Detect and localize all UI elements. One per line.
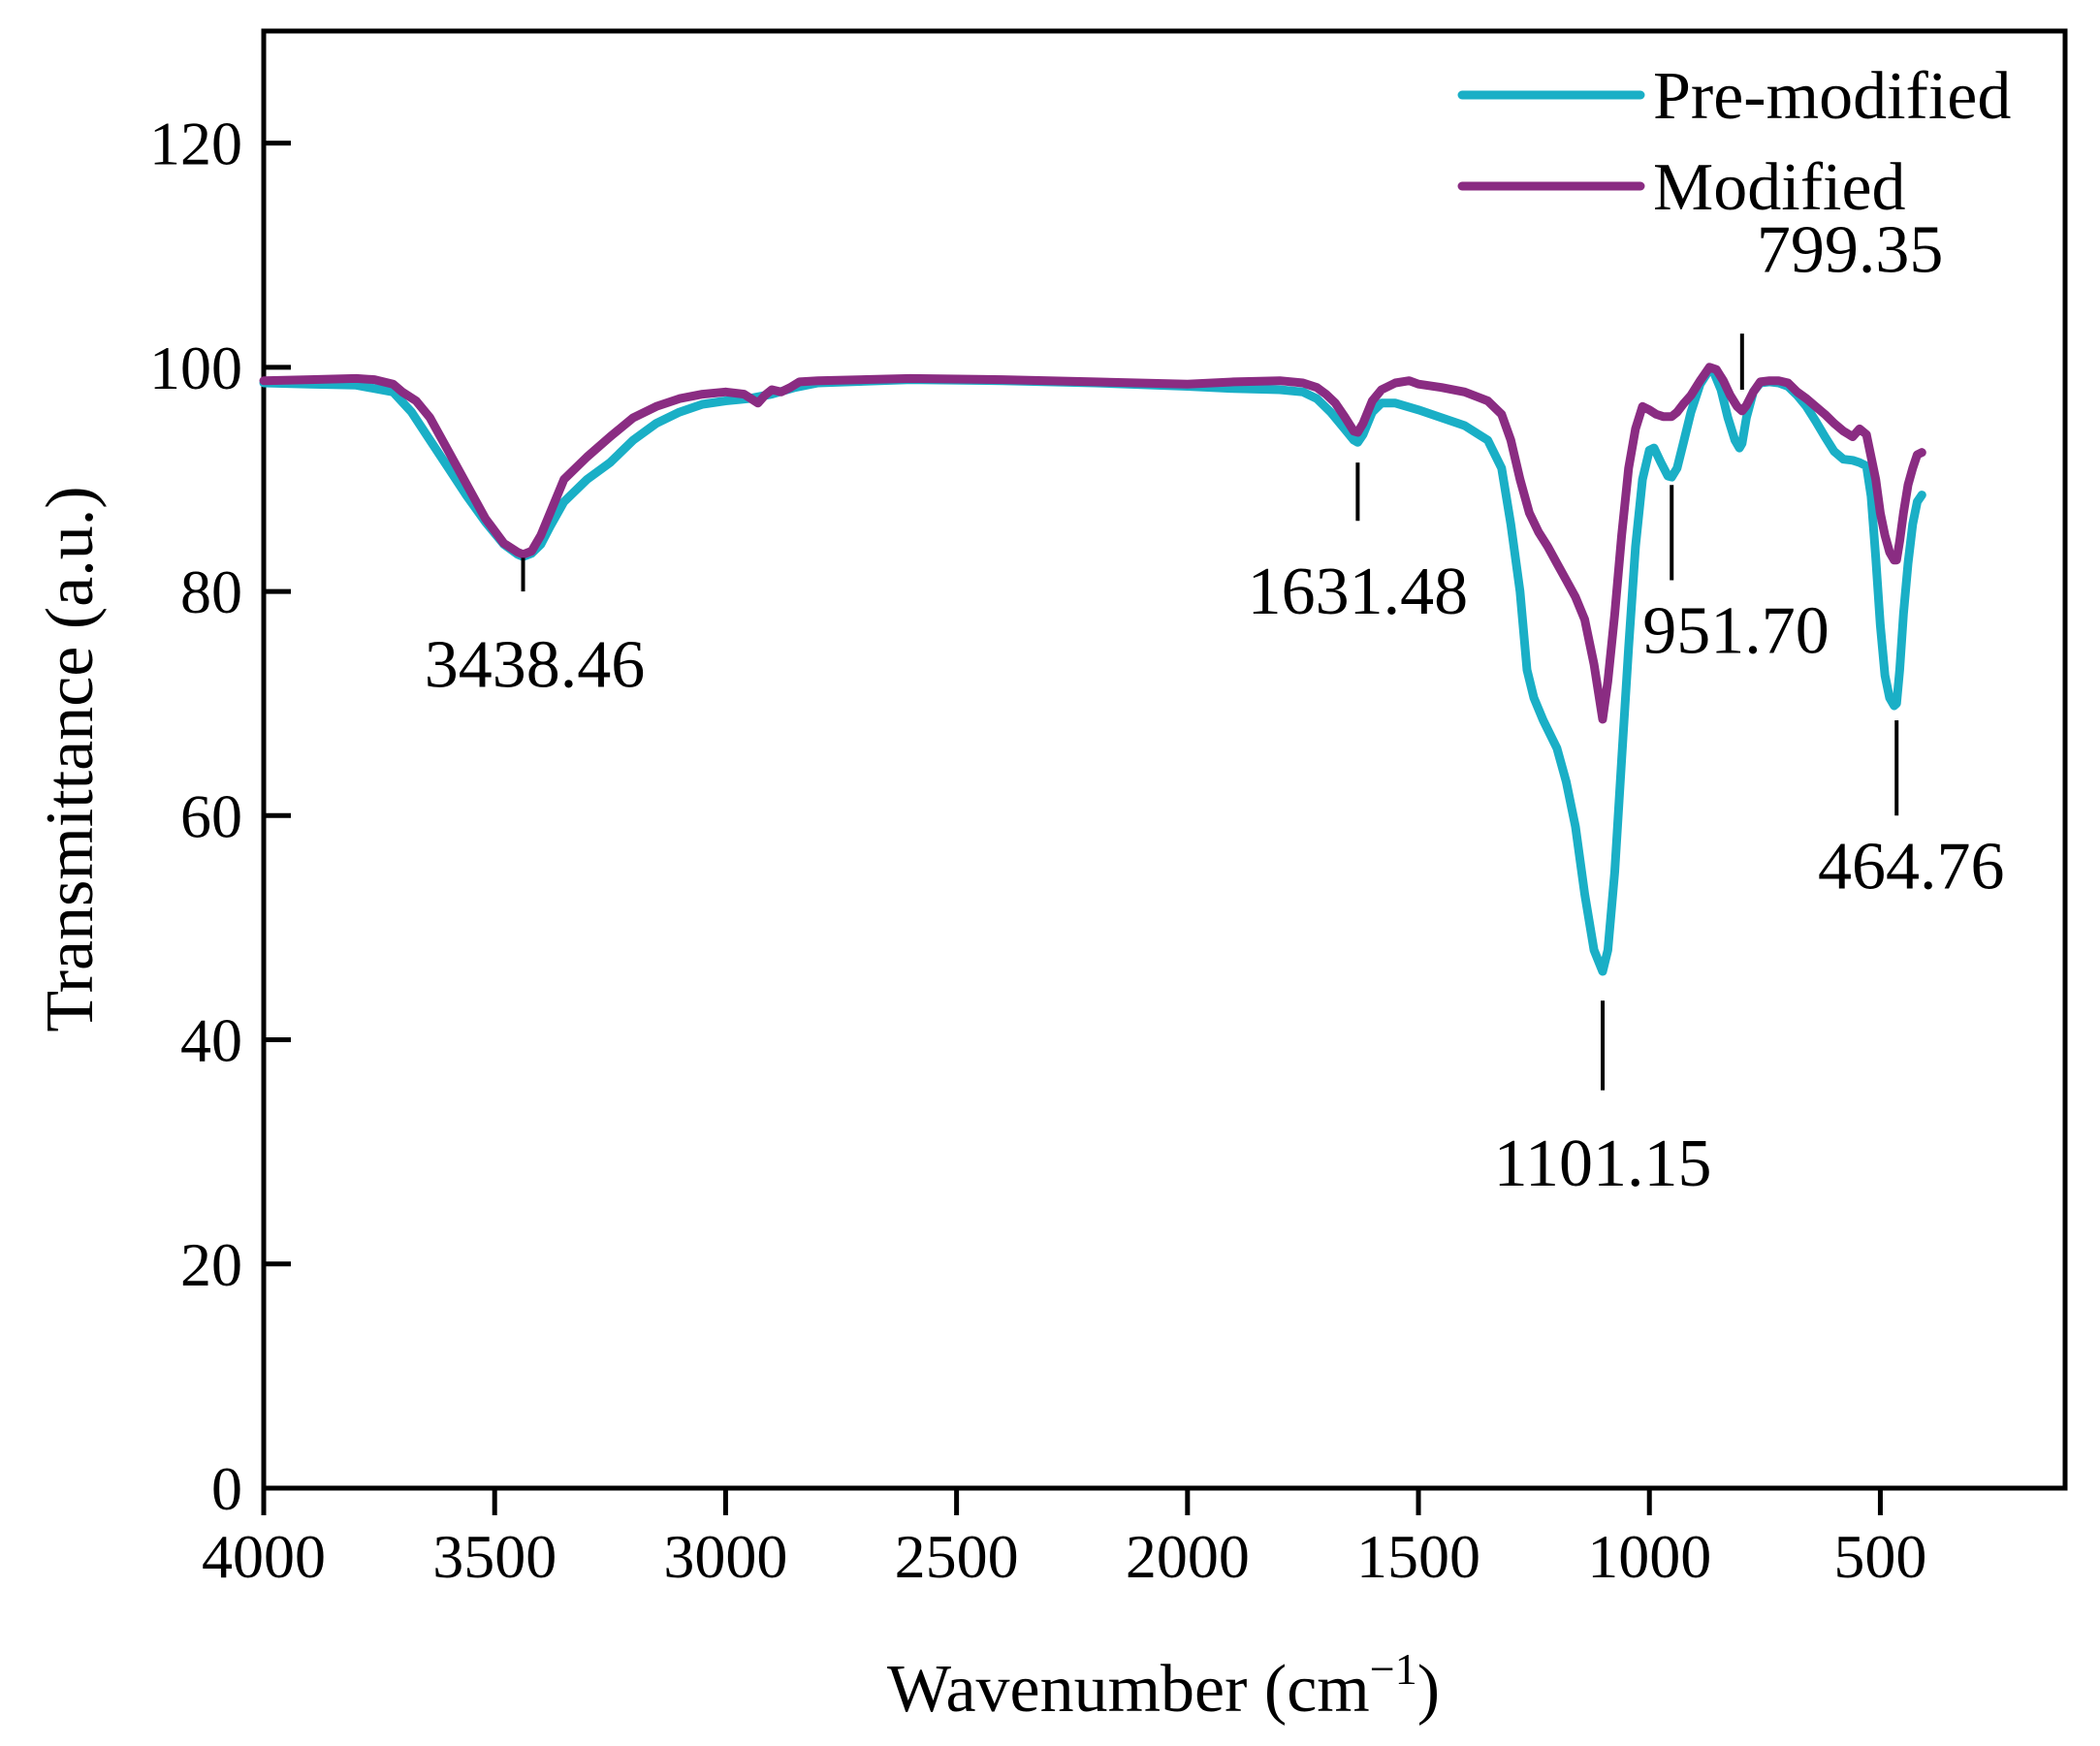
y-tick-label: 20 [180, 1230, 242, 1299]
y-axis: 0 20 40 60 80 100 120 [149, 110, 291, 1523]
y-tick-label: 40 [180, 1006, 242, 1075]
legend-label: Modified [1653, 150, 1906, 225]
peak-label: 1101.15 [1494, 1127, 1712, 1201]
x-axis-label-close: ) [1417, 1652, 1440, 1727]
series-line-modified [259, 363, 1926, 724]
plot-area-frame [261, 28, 2068, 1491]
legend: Pre-modified Modified [1457, 59, 2011, 225]
y-axis-label: Transmittance (a.u.) [33, 486, 108, 1032]
x-tick-label: 2500 [895, 1522, 1019, 1591]
y-tick-label: 60 [180, 781, 242, 850]
x-axis: 4000 3500 3000 2500 2000 1500 1000 500 [202, 1488, 1926, 1591]
peak-label: 3438.46 [425, 627, 646, 702]
peak-label: 464.76 [1818, 829, 2005, 904]
x-tick-label: 1000 [1587, 1522, 1711, 1591]
y-tick-label: 0 [211, 1454, 242, 1523]
series-line-pre-modified [259, 365, 1926, 976]
y-tick-label: 80 [180, 557, 242, 626]
x-axis-label-superscript: −1 [1370, 1644, 1417, 1694]
legend-label: Pre-modified [1653, 59, 2011, 134]
x-axis-label: Wavenumber (cm−1) [887, 1644, 1440, 1727]
x-tick-label: 500 [1833, 1522, 1926, 1591]
x-tick-label: 2000 [1126, 1522, 1250, 1591]
x-axis-label-main: Wavenumber (cm [887, 1652, 1370, 1727]
y-tick-label: 100 [149, 333, 242, 402]
y-tick-label: 120 [149, 110, 242, 178]
x-tick-label: 3000 [663, 1522, 787, 1591]
peak-annotations: 3438.46 1631.48 1101.15 951.70 799.35 464.76 [425, 213, 2005, 1201]
series-layer [259, 363, 1926, 976]
peak-label: 799.35 [1757, 213, 1944, 288]
x-tick-label: 4000 [202, 1522, 326, 1591]
peak-label: 1631.48 [1248, 555, 1469, 629]
x-tick-label: 3500 [432, 1522, 557, 1591]
x-tick-label: 1500 [1356, 1522, 1480, 1591]
peak-label: 951.70 [1642, 594, 1830, 669]
